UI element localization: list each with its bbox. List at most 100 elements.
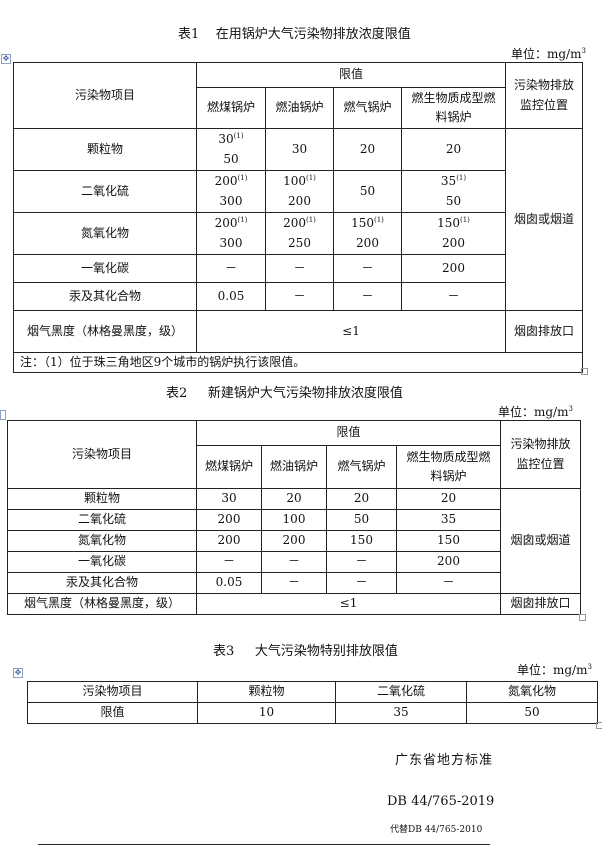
table1-title: 表1 在用锅炉大气污染物排放浓度限值 (178, 27, 411, 42)
pollutant-name: 汞及其化合物 (13, 282, 197, 311)
table-row: 氮氧化物 200 200 150 150 (7, 530, 581, 552)
limit-value: － (395, 572, 502, 594)
value-primary: 150 (351, 216, 374, 231)
footnote-marker: (1) (373, 216, 384, 225)
value-primary: 200 (442, 260, 465, 275)
limit-value: 200(1) 300 (196, 212, 266, 255)
value-line: 50 (334, 182, 401, 201)
table-move-handle-icon[interactable]: ✥ (1, 54, 11, 64)
limit-value: 150 (395, 530, 502, 552)
table-row: 汞及其化合物 0.05 －－－ (7, 572, 581, 594)
limit-value: 100(1) 200 (265, 170, 334, 213)
value-line: 200(1) (197, 214, 265, 233)
value-primary: 150 (437, 216, 460, 231)
limit-value: 200(1) 300 (196, 170, 266, 213)
table1-unit: 单位：mg/m3 (511, 45, 586, 62)
limit-value: 20 (326, 488, 397, 510)
unit-text: 单位：mg/m (517, 663, 588, 677)
footnote-marker: (1) (237, 174, 248, 183)
value-primary: － (447, 288, 460, 303)
limit-value: － (196, 254, 266, 283)
limit-value: － (261, 572, 327, 594)
table1: 污染物项目 限值 污染物排放监控位置 燃煤锅炉 燃油锅炉 燃气锅炉 燃生物质成型燃料锅… (12, 62, 584, 374)
limit-value: 150(1) 200 (333, 212, 402, 255)
pollutant-name: 一氧化碳 (7, 551, 197, 573)
table2: 污染物项目 限值 污染物排放监控位置 燃煤锅炉 燃油锅炉 燃气锅炉 燃生物质成型燃料锅… (7, 420, 582, 615)
value-line: 35(1) (402, 172, 505, 191)
limit-value: 0.05 (196, 282, 266, 311)
smoke-item: 烟气黑度（林格曼黑度，级） (7, 593, 197, 615)
limit-value: － (333, 282, 402, 311)
table-resize-handle-icon[interactable] (596, 722, 602, 729)
limit-value: 200 (196, 509, 262, 531)
header-limit: 限值 (195, 62, 507, 88)
pollutant-name: 颗粒物 (13, 128, 197, 171)
unit-sup: 3 (568, 405, 573, 413)
value-line: 150(1) (334, 214, 401, 233)
value-secondary: 200 (442, 235, 465, 250)
unit-sup: 3 (587, 663, 592, 671)
unit-sup: 3 (581, 47, 586, 55)
value-primary: 20 (359, 141, 376, 156)
value-primary: 20 (445, 141, 462, 156)
limit-value: 200 (395, 551, 502, 573)
limit-value: 200(1) 250 (265, 212, 334, 255)
limit-value: 20 (261, 488, 327, 510)
value-line: 200 (402, 259, 505, 278)
value-primary: 50 (359, 183, 376, 198)
value-line: － (266, 259, 333, 278)
value-line: 20 (402, 140, 505, 159)
limit-value: 20 (395, 488, 502, 510)
footnote-marker: (1) (305, 216, 316, 225)
pollutant-name: 汞及其化合物 (7, 572, 197, 594)
smoke-value: ≤1 (195, 310, 507, 353)
header-cell: 颗粒物 (197, 681, 336, 703)
value-line: － (334, 259, 401, 278)
limit-value: 0.05 (196, 572, 262, 594)
monitor-location: 烟囱或烟道 (505, 128, 584, 311)
table2-title: 表2 新建锅炉大气污染物排放浓度限值 (166, 386, 403, 401)
header-cell: 污染物项目 (27, 681, 198, 703)
limit-value: 100 (261, 509, 327, 531)
limit-value: 30(1) 50 (196, 128, 266, 171)
limit-value: － (265, 282, 334, 311)
table3: 污染物项目 颗粒物 二氧化硫 氮氧化物 限值 10 35 50 (27, 681, 598, 724)
header-boiler-type: 燃油锅炉 (261, 445, 327, 489)
limit-value: 150(1) 200 (400, 212, 507, 255)
limit-value: 200 (261, 530, 327, 552)
divider-line (38, 844, 490, 845)
limit-value: 20 (400, 128, 507, 171)
limit-value: 200 (400, 254, 507, 283)
limit-value: － (261, 551, 327, 573)
limit-value: 35 (395, 509, 502, 531)
table-row: 颗粒物 30(1) 50 30 20 20 烟囱或烟道 (13, 128, 584, 311)
header-boiler-type: 燃煤锅炉 (196, 87, 266, 129)
smoke-location: 烟囱排放口 (505, 310, 584, 353)
value-primary: 100 (283, 174, 306, 189)
replaces-code: 代替DB 44/765-2010 (390, 825, 483, 835)
value-primary: 200 (283, 216, 306, 231)
footnote-marker: (1) (456, 174, 467, 183)
header-boiler-type: 燃气锅炉 (326, 445, 397, 489)
footnote-marker: (1) (233, 132, 244, 141)
pollutant-name: 氮氧化物 (7, 530, 197, 552)
pollutant-name: 二氧化硫 (13, 170, 197, 213)
table1-note: 注：（1）位于珠三角地区9个城市的锅炉执行该限值。 (12, 351, 584, 374)
table-resize-handle-icon[interactable] (581, 368, 588, 375)
limit-value: 150 (326, 530, 397, 552)
header-boiler-type: 燃油锅炉 (265, 87, 334, 129)
table-row: 颗粒物 30 20 20 20 烟囱或烟道 (7, 488, 582, 594)
value-line: 200(1) (197, 172, 265, 191)
table-move-handle-icon[interactable] (0, 410, 6, 420)
value-line: 100(1) (266, 172, 333, 191)
value-secondary: 200 (356, 235, 379, 250)
table-move-handle-icon[interactable]: ✥ (13, 668, 23, 678)
limit-value: 50 (326, 509, 397, 531)
pollutant-name: 氮氧化物 (13, 212, 197, 255)
value-primary: 30 (218, 132, 234, 147)
table-resize-handle-icon[interactable] (579, 614, 586, 621)
value-line: － (197, 259, 265, 278)
value-line: 30(1) (197, 130, 265, 149)
limit-value: 35(1) 50 (400, 170, 507, 213)
footnote-marker: (1) (460, 216, 470, 225)
